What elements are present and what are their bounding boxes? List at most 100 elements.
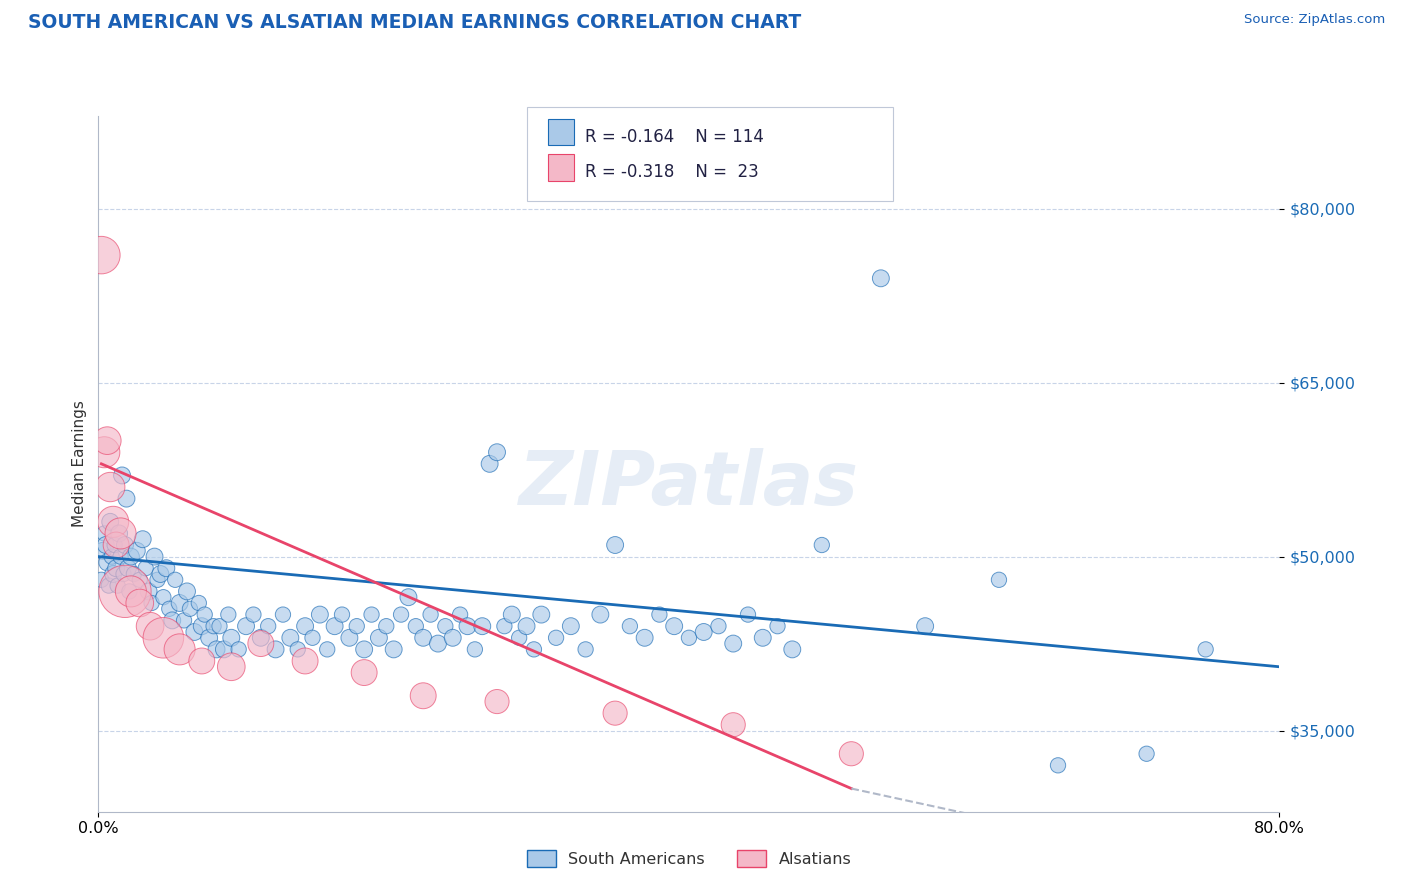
Point xyxy=(346,619,368,633)
Point xyxy=(869,271,891,285)
Point xyxy=(118,584,141,599)
Point xyxy=(93,445,115,459)
Point xyxy=(111,468,134,483)
Point xyxy=(235,619,257,633)
Point xyxy=(360,607,382,622)
Point xyxy=(914,619,936,633)
Text: R = -0.164    N = 114: R = -0.164 N = 114 xyxy=(585,128,763,145)
Point xyxy=(194,607,217,622)
Point xyxy=(589,607,612,622)
Point xyxy=(97,578,120,592)
Point xyxy=(138,584,160,599)
Point xyxy=(605,538,627,552)
Point xyxy=(217,607,239,622)
Point xyxy=(412,631,434,645)
Point xyxy=(353,642,375,657)
Point xyxy=(389,607,412,622)
Point xyxy=(96,434,118,448)
Point xyxy=(441,631,464,645)
Point xyxy=(574,642,596,657)
Point xyxy=(157,601,180,615)
Point xyxy=(191,619,214,633)
Point xyxy=(1046,758,1069,772)
Point xyxy=(810,538,832,552)
Point xyxy=(146,573,169,587)
Point xyxy=(693,624,716,639)
Point xyxy=(449,607,471,622)
Legend: South Americans, Alsatians: South Americans, Alsatians xyxy=(520,844,858,873)
Point xyxy=(105,561,128,575)
Point xyxy=(155,561,177,575)
Point xyxy=(405,619,427,633)
Point xyxy=(508,631,530,645)
Point xyxy=(605,706,627,721)
Point xyxy=(162,614,183,628)
Point xyxy=(114,584,136,599)
Point xyxy=(169,596,191,610)
Point xyxy=(212,642,235,657)
Point xyxy=(117,561,139,575)
Point xyxy=(169,642,191,657)
Point xyxy=(766,619,789,633)
Point xyxy=(219,631,242,645)
Point xyxy=(294,619,316,633)
Point xyxy=(107,578,129,592)
Point xyxy=(198,631,221,645)
Point xyxy=(125,543,148,558)
Y-axis label: Median Earnings: Median Earnings xyxy=(72,401,87,527)
Point xyxy=(128,573,150,587)
Point xyxy=(434,619,457,633)
Point xyxy=(1135,747,1157,761)
Point xyxy=(464,642,486,657)
Point xyxy=(382,642,405,657)
Point xyxy=(337,631,360,645)
Point xyxy=(152,631,174,645)
Point xyxy=(183,624,205,639)
Point xyxy=(294,654,316,668)
Point xyxy=(98,515,121,529)
Point xyxy=(228,642,250,657)
Point xyxy=(301,631,323,645)
Point xyxy=(91,543,114,558)
Point xyxy=(501,607,523,622)
Point xyxy=(110,549,132,564)
Point xyxy=(105,538,128,552)
Point xyxy=(90,248,112,262)
Point xyxy=(523,642,546,657)
Point xyxy=(90,573,112,587)
Point xyxy=(375,619,398,633)
Point xyxy=(149,567,172,582)
Point xyxy=(782,642,804,657)
Point xyxy=(257,619,280,633)
Point xyxy=(250,636,273,650)
Point xyxy=(368,631,391,645)
Point xyxy=(471,619,494,633)
Point xyxy=(143,549,166,564)
Point xyxy=(486,445,509,459)
Point xyxy=(544,631,567,645)
Point xyxy=(135,561,157,575)
Point xyxy=(515,619,537,633)
Point xyxy=(187,596,209,610)
Point xyxy=(633,631,655,645)
Point xyxy=(530,607,553,622)
Point xyxy=(120,584,142,599)
Point xyxy=(242,607,264,622)
Point xyxy=(179,601,201,615)
Point xyxy=(486,694,509,708)
Point xyxy=(648,607,671,622)
Point xyxy=(664,619,686,633)
Text: SOUTH AMERICAN VS ALSATIAN MEDIAN EARNINGS CORRELATION CHART: SOUTH AMERICAN VS ALSATIAN MEDIAN EARNIN… xyxy=(28,13,801,32)
Point xyxy=(309,607,332,622)
Point xyxy=(456,619,478,633)
Point xyxy=(323,619,346,633)
Point xyxy=(128,596,150,610)
Point xyxy=(1195,642,1218,657)
Point xyxy=(987,573,1010,587)
Point xyxy=(839,747,862,761)
Point xyxy=(114,538,136,552)
Point xyxy=(721,717,744,731)
Point xyxy=(353,665,375,680)
Point xyxy=(721,636,744,650)
Point xyxy=(287,642,309,657)
